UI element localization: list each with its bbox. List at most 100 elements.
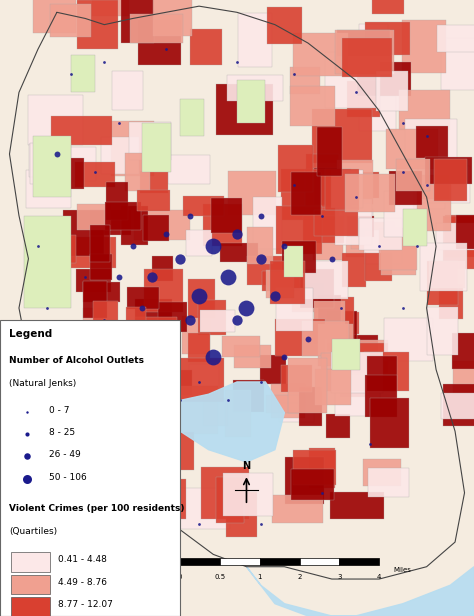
Bar <box>342 38 392 77</box>
Bar <box>260 355 286 384</box>
Text: 0 - 7: 0 - 7 <box>49 406 69 415</box>
Point <box>257 254 264 264</box>
Bar <box>285 457 324 504</box>
Bar <box>453 361 474 395</box>
Point <box>304 334 312 344</box>
Bar <box>140 171 168 193</box>
Point <box>162 229 170 239</box>
Bar <box>75 269 111 293</box>
Bar <box>270 261 305 304</box>
Bar <box>383 318 433 361</box>
Bar <box>237 80 265 123</box>
Bar <box>321 353 370 391</box>
Bar <box>339 558 379 565</box>
Point <box>82 272 89 282</box>
Bar <box>210 198 242 233</box>
Bar <box>183 196 224 216</box>
Bar <box>186 230 212 256</box>
Point <box>100 315 108 325</box>
Bar <box>168 155 210 184</box>
Bar <box>143 215 169 241</box>
Bar <box>290 86 335 126</box>
Bar <box>434 159 467 201</box>
Bar <box>52 147 96 181</box>
Bar <box>365 253 392 281</box>
Bar <box>190 29 221 65</box>
Bar <box>436 223 474 250</box>
Bar <box>402 20 446 73</box>
Point <box>138 303 146 313</box>
Bar <box>439 284 463 320</box>
Bar <box>121 206 148 245</box>
Bar <box>365 22 410 55</box>
Polygon shape <box>171 382 284 462</box>
Bar <box>216 84 273 135</box>
Bar <box>222 336 260 357</box>
Bar <box>114 353 146 377</box>
Bar <box>315 369 351 405</box>
Point <box>129 352 137 362</box>
Bar <box>422 175 449 200</box>
Bar <box>235 346 271 368</box>
Bar <box>365 230 402 264</box>
Bar <box>39 501 83 542</box>
Point <box>290 69 298 79</box>
Bar <box>188 333 210 362</box>
Bar <box>153 0 192 36</box>
Bar <box>425 157 472 184</box>
Bar <box>363 459 401 486</box>
Bar <box>403 209 427 246</box>
Bar <box>125 153 150 192</box>
Bar <box>300 269 334 308</box>
Bar <box>370 397 409 448</box>
Bar <box>220 558 260 565</box>
Bar <box>148 413 174 464</box>
Point <box>399 118 407 128</box>
Bar <box>335 375 380 416</box>
Bar <box>189 364 219 394</box>
Bar <box>325 169 359 209</box>
Point <box>352 192 359 202</box>
Point <box>233 229 241 239</box>
Bar <box>337 160 373 205</box>
Bar <box>30 143 71 184</box>
Point <box>53 149 61 159</box>
Bar <box>105 201 141 230</box>
Point <box>257 377 264 387</box>
Bar <box>379 228 417 270</box>
Polygon shape <box>246 567 474 616</box>
Bar <box>335 30 394 74</box>
Point <box>224 395 231 405</box>
Bar <box>188 278 215 318</box>
Bar <box>144 269 182 312</box>
Text: 50 - 106: 50 - 106 <box>49 472 86 482</box>
Bar <box>413 184 451 231</box>
Point <box>271 291 279 301</box>
Point <box>148 272 155 282</box>
Bar <box>314 168 342 205</box>
Bar <box>331 170 363 208</box>
Bar <box>112 508 156 540</box>
Text: Number of Alcohol Outlets: Number of Alcohol Outlets <box>9 356 144 365</box>
Bar <box>182 315 210 354</box>
Bar <box>437 25 474 52</box>
Bar <box>328 312 359 334</box>
Bar <box>318 128 342 176</box>
Bar <box>233 379 264 412</box>
Bar <box>291 469 335 500</box>
Bar <box>46 417 93 463</box>
Bar <box>180 558 220 565</box>
Bar <box>266 394 305 413</box>
Bar <box>247 256 284 285</box>
Bar <box>276 288 313 331</box>
Bar <box>100 137 139 174</box>
Point <box>328 254 336 264</box>
Bar <box>158 302 187 333</box>
Bar <box>400 90 450 131</box>
Bar <box>312 110 372 163</box>
Bar <box>91 0 128 16</box>
Bar <box>137 190 171 211</box>
Point <box>162 334 170 344</box>
Bar <box>427 261 458 306</box>
Point <box>91 426 99 436</box>
